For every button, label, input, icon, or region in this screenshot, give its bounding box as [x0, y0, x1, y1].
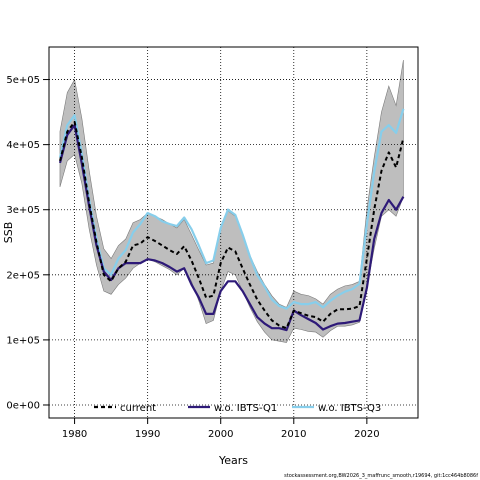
legend-label-1: w.o. IBTS-Q1 [214, 403, 277, 414]
confidence-band-layer [59, 59, 404, 343]
y-axis-title: SSB [2, 222, 15, 244]
axes-layer: 1980 1990 2000 2010 2020 0e+00 1e+05 2e+05 3e+05… [6, 75, 379, 440]
y-tick-label-4: 4e+05 [6, 140, 40, 151]
legend: current w.o. IBTS-Q1 w.o. IBTS-Q3 [94, 403, 381, 414]
series-line-2 [58, 108, 405, 310]
x-tick-label-4: 2020 [354, 429, 379, 440]
x-tick-label-2: 2000 [208, 429, 233, 440]
y-tick-label-1: 1e+05 [6, 335, 40, 346]
x-tick-label-0: 1980 [62, 429, 87, 440]
series-line-0 [59, 120, 405, 330]
x-tick-label-1: 1990 [135, 429, 160, 440]
legend-label-2: w.o. IBTS-Q3 [318, 403, 381, 414]
y-tick-label-5: 5e+05 [6, 75, 40, 86]
y-tick-label-3: 3e+05 [6, 205, 40, 216]
y-tick-label-0: 0e+00 [6, 400, 40, 411]
x-axis-title: Years [218, 454, 248, 467]
confidence-band [59, 59, 404, 343]
series-lines-layer [58, 108, 405, 332]
footer-note: stockassessment.org,BW2026_3_maffrunc_sm… [284, 473, 478, 479]
grid-layer [49, 47, 418, 418]
y-tick-label-2: 2e+05 [6, 270, 40, 281]
x-tick-label-3: 2010 [281, 429, 306, 440]
plot-frame [48, 46, 419, 419]
legend-label-0: current [120, 403, 156, 414]
